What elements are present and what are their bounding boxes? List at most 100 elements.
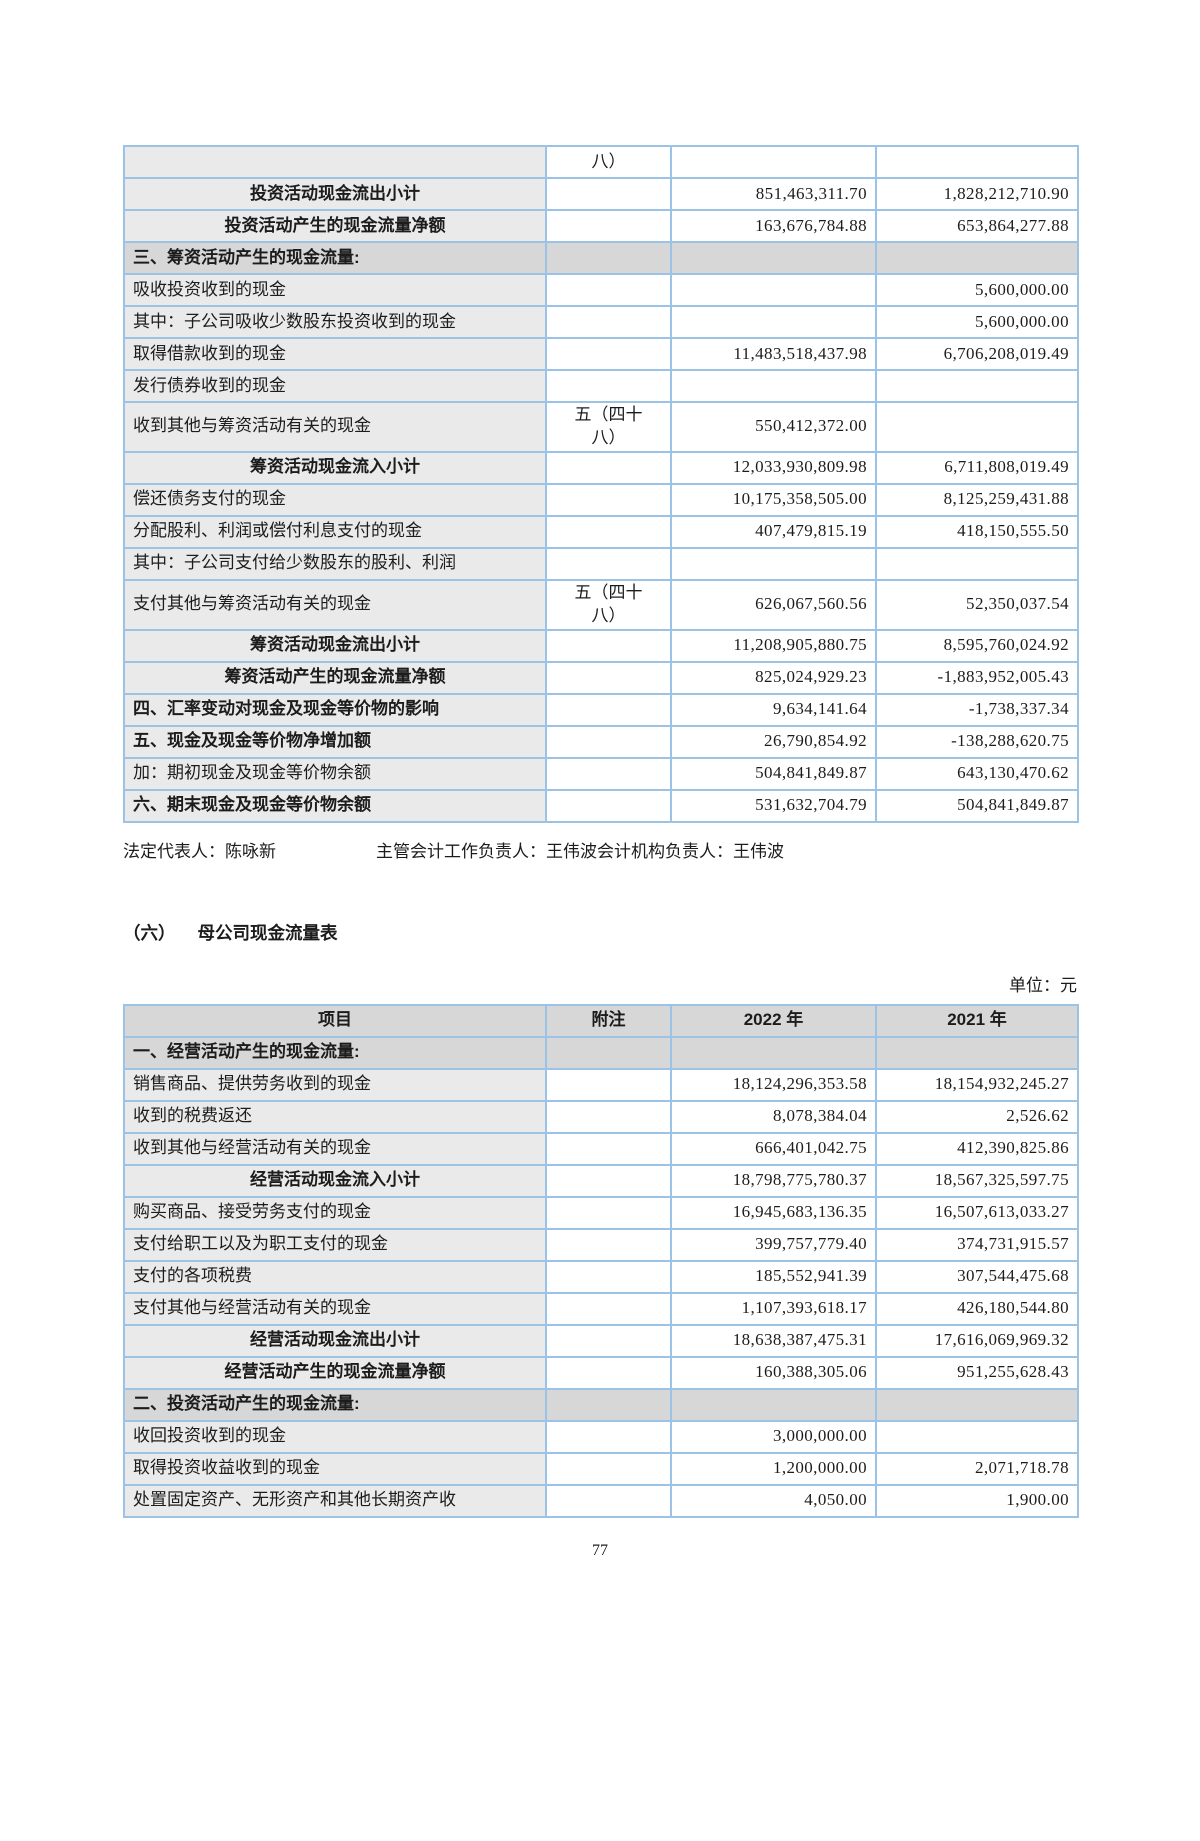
value-2021-cell: 16,507,613,033.27: [875, 1195, 1079, 1230]
note-cell: [545, 177, 672, 211]
page-number: 77: [592, 1541, 608, 1559]
note-cell: [545, 1291, 672, 1326]
value-2022-cell: 504,841,849.87: [670, 756, 877, 791]
value-2022-cell: 11,208,905,880.75: [670, 628, 877, 663]
value-2021-cell: 8,595,760,024.92: [875, 628, 1079, 663]
note-cell: [545, 337, 672, 371]
value-2021-cell: 8,125,259,431.88: [875, 482, 1079, 517]
item-label-cell: 偿还债务支付的现金: [123, 482, 547, 517]
table-row: 吸收投资收到的现金 5,600,000.00: [123, 273, 1079, 307]
value-2022-cell: [670, 241, 877, 275]
table-row: 支付其他与经营活动有关的现金 1,107,393,618.17 426,180,…: [123, 1291, 1079, 1326]
note-cell: [545, 756, 672, 791]
value-2022-cell: 18,638,387,475.31: [670, 1323, 877, 1358]
note-cell: 五（四十 八）: [545, 401, 672, 453]
table-row: 其中：子公司吸收少数股东投资收到的现金 5,600,000.00: [123, 305, 1079, 339]
column-header-item: 项目: [123, 1003, 547, 1038]
table-row: 二、投资活动产生的现金流量:: [123, 1387, 1079, 1422]
table-row: 六、期末现金及现金等价物余额 531,632,704.79 504,841,84…: [123, 788, 1079, 823]
note-cell: [545, 514, 672, 549]
value-2022-cell: 163,676,784.88: [670, 209, 877, 243]
consolidated-cash-flow-table-continuation: 八） 投资活动现金流出小计 851,463,311.70 1,828,212,7…: [123, 145, 1079, 823]
table-row: 其中：子公司支付给少数股东的股利、利润: [123, 546, 1079, 581]
value-2022-cell: 9,634,141.64: [670, 692, 877, 727]
value-2021-cell: 2,071,718.78: [875, 1451, 1079, 1486]
note-cell: [545, 369, 672, 403]
value-2021-cell: 1,828,212,710.90: [875, 177, 1079, 211]
item-label-cell: 其中：子公司吸收少数股东投资收到的现金: [123, 305, 547, 339]
item-label-cell: 收到其他与筹资活动有关的现金: [123, 401, 547, 453]
item-label-cell: 收回投资收到的现金: [123, 1419, 547, 1454]
value-2021-cell: -138,288,620.75: [875, 724, 1079, 759]
item-label-cell: 三、筹资活动产生的现金流量:: [123, 241, 547, 275]
value-2021-cell: [875, 145, 1079, 179]
item-label-cell: 四、汇率变动对现金及现金等价物的影响: [123, 692, 547, 727]
value-2022-cell: 11,483,518,437.98: [670, 337, 877, 371]
table-row: 偿还债务支付的现金 10,175,358,505.00 8,125,259,43…: [123, 482, 1079, 517]
parent-company-cash-flow-table-body: 一、经营活动产生的现金流量: 销售商品、提供劳务收到的现金 18,124,296…: [123, 1035, 1079, 1518]
item-label-cell: 经营活动现金流出小计: [123, 1323, 547, 1358]
consolidated-cash-flow-table-body: 八） 投资活动现金流出小计 851,463,311.70 1,828,212,7…: [123, 145, 1079, 823]
note-cell: [545, 1035, 672, 1070]
section-heading: （六） 母公司现金流量表: [123, 920, 1077, 945]
note-cell: [545, 546, 672, 581]
table-row: 筹资活动产生的现金流量净额 825,024,929.23 -1,883,952,…: [123, 660, 1079, 695]
value-2021-cell: 426,180,544.80: [875, 1291, 1079, 1326]
note-cell: 八）: [545, 145, 672, 179]
value-2022-cell: 851,463,311.70: [670, 177, 877, 211]
value-2022-cell: 825,024,929.23: [670, 660, 877, 695]
value-2022-cell: 1,200,000.00: [670, 1451, 877, 1486]
value-2021-cell: 951,255,628.43: [875, 1355, 1079, 1390]
table-row: 加：期初现金及现金等价物余额 504,841,849.87 643,130,47…: [123, 756, 1079, 791]
value-2022-cell: 8,078,384.04: [670, 1099, 877, 1134]
value-2022-cell: 10,175,358,505.00: [670, 482, 877, 517]
note-cell: [545, 1483, 672, 1518]
note-cell: [545, 692, 672, 727]
value-2021-cell: 418,150,555.50: [875, 514, 1079, 549]
item-label-cell: 吸收投资收到的现金: [123, 273, 547, 307]
item-label-cell: 支付给职工以及为职工支付的现金: [123, 1227, 547, 1262]
item-label-cell: 经营活动产生的现金流量净额: [123, 1355, 547, 1390]
note-cell: [545, 1163, 672, 1198]
table-row: 取得借款收到的现金 11,483,518,437.98 6,706,208,01…: [123, 337, 1079, 371]
note-cell: [545, 1067, 672, 1102]
table-row: 一、经营活动产生的现金流量:: [123, 1035, 1079, 1070]
item-label-cell: 支付其他与经营活动有关的现金: [123, 1291, 547, 1326]
value-2021-cell: 18,567,325,597.75: [875, 1163, 1079, 1198]
value-2022-cell: [670, 546, 877, 581]
value-2021-cell: 52,350,037.54: [875, 578, 1079, 631]
parent-company-cash-flow-table-header: 项目 附注 2022 年 2021 年: [123, 1003, 1079, 1038]
item-label-cell: 收到其他与经营活动有关的现金: [123, 1131, 547, 1166]
value-2022-cell: [670, 1387, 877, 1422]
table-row: 购买商品、接受劳务支付的现金 16,945,683,136.35 16,507,…: [123, 1195, 1079, 1230]
legal-representative-label: 法定代表人：陈咏新: [123, 841, 276, 861]
table-row: 投资活动现金流出小计 851,463,311.70 1,828,212,710.…: [123, 177, 1079, 211]
item-label-cell: 支付的各项税费: [123, 1259, 547, 1294]
note-cell: [545, 1131, 672, 1166]
item-label-cell: 发行债券收到的现金: [123, 369, 547, 403]
value-2021-cell: 643,130,470.62: [875, 756, 1079, 791]
note-cell: [545, 450, 672, 485]
note-cell: [545, 241, 672, 275]
value-2021-cell: 412,390,825.86: [875, 1131, 1079, 1166]
value-2022-cell: 626,067,560.56: [670, 578, 877, 631]
value-2021-cell: [875, 1387, 1079, 1422]
value-2021-cell: -1,883,952,005.43: [875, 660, 1079, 695]
value-2021-cell: 1,900.00: [875, 1483, 1079, 1518]
table-row: 支付的各项税费 185,552,941.39 307,544,475.68: [123, 1259, 1079, 1294]
note-cell: [545, 1323, 672, 1358]
table-row: 三、筹资活动产生的现金流量:: [123, 241, 1079, 275]
note-cell: [545, 724, 672, 759]
signature-line: 法定代表人：陈咏新 主管会计工作负责人：王伟波会计机构负责人：王伟波: [123, 837, 1077, 862]
table-row: 发行债券收到的现金: [123, 369, 1079, 403]
value-2022-cell: 26,790,854.92: [670, 724, 877, 759]
value-2021-cell: 2,526.62: [875, 1099, 1079, 1134]
note-cell: [545, 1227, 672, 1262]
table-row: 支付给职工以及为职工支付的现金 399,757,779.40 374,731,9…: [123, 1227, 1079, 1262]
item-label-cell: 经营活动现金流入小计: [123, 1163, 547, 1198]
item-label-cell: 五、现金及现金等价物净增加额: [123, 724, 547, 759]
section-title: 母公司现金流量表: [197, 922, 338, 943]
table-row: 分配股利、利润或偿付利息支付的现金 407,479,815.19 418,150…: [123, 514, 1079, 549]
note-cell: [545, 660, 672, 695]
item-label-cell: 筹资活动现金流入小计: [123, 450, 547, 485]
